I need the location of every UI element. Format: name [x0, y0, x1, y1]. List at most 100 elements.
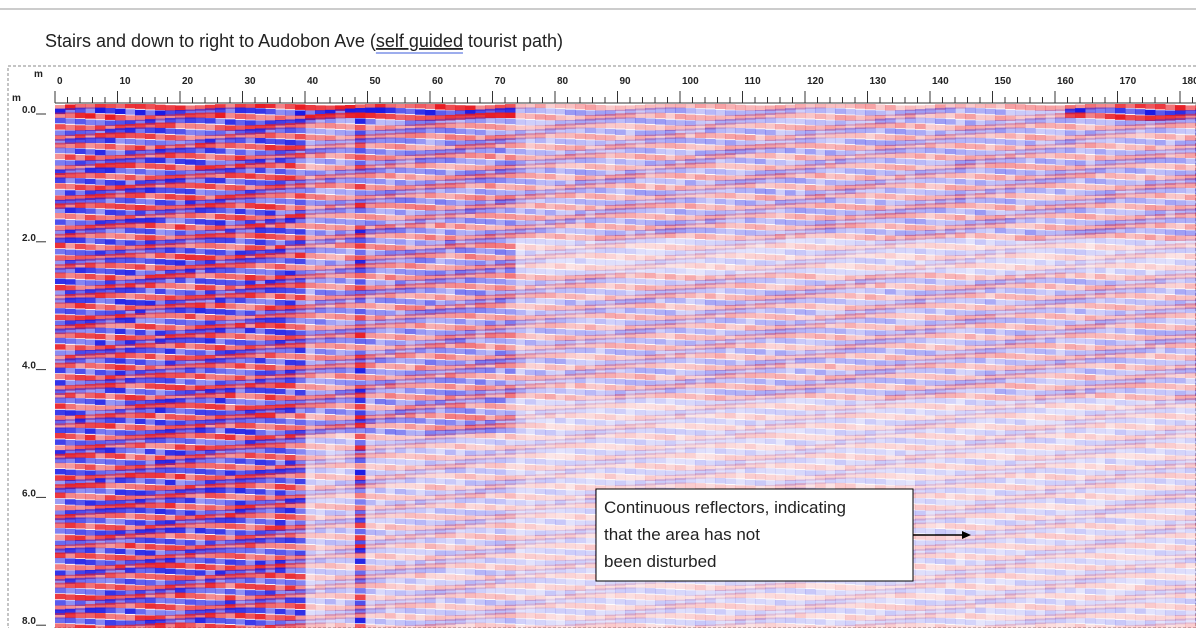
radar-cell	[775, 124, 786, 130]
radar-cell	[625, 113, 636, 119]
radar-cell	[1145, 294, 1156, 300]
radar-cell	[1035, 278, 1046, 284]
radar-cell	[785, 243, 796, 249]
radar-cell	[875, 248, 886, 254]
radar-cell	[225, 149, 236, 155]
radar-cell	[755, 284, 766, 290]
radar-cell	[205, 208, 216, 214]
radar-cell	[935, 119, 946, 125]
radar-cell	[335, 178, 346, 184]
radar-cell	[585, 128, 596, 134]
radar-cell	[205, 285, 216, 291]
radar-cell	[675, 209, 686, 215]
radar-cell	[785, 113, 796, 119]
radar-cell	[445, 223, 456, 229]
radar-cell	[1145, 175, 1156, 181]
radar-cell	[775, 285, 786, 291]
radar-cell	[375, 244, 386, 250]
radar-cell	[525, 168, 536, 174]
radar-cell	[905, 123, 916, 129]
radar-cell	[1075, 208, 1086, 214]
radar-cell	[245, 150, 256, 156]
radar-cell	[375, 274, 386, 280]
radar-cell	[1175, 289, 1186, 295]
radar-cell	[265, 204, 276, 210]
radar-cell	[245, 245, 256, 251]
radar-cell	[325, 225, 336, 231]
radar-cell	[665, 298, 676, 304]
radar-cell	[945, 310, 956, 316]
radar-cell	[715, 300, 726, 306]
radar-cell	[925, 238, 936, 244]
radar-cell	[1065, 124, 1076, 130]
radar-cell	[135, 133, 146, 139]
radar-cell	[145, 218, 156, 224]
radar-cell	[305, 170, 316, 176]
radar-cell	[285, 175, 296, 181]
radar-cell	[75, 143, 86, 149]
radar-cell	[1135, 133, 1146, 139]
radar-cell	[475, 178, 486, 184]
radar-cell	[555, 234, 566, 240]
radar-cell	[885, 188, 896, 194]
radar-cell	[855, 175, 866, 181]
radar-cell	[825, 198, 836, 204]
radar-cell	[935, 178, 946, 184]
radar-cell	[895, 308, 906, 314]
radar-cell	[125, 145, 136, 151]
radar-cell	[305, 188, 316, 194]
radar-cell	[1125, 305, 1136, 311]
radar-cell	[295, 128, 306, 133]
radar-cell	[945, 298, 956, 304]
radar-cell	[595, 128, 606, 134]
radar-cell	[575, 283, 586, 289]
radar-cell	[435, 163, 446, 169]
radar-cell	[115, 168, 126, 174]
radar-cell	[885, 230, 896, 236]
radar-cell	[65, 309, 76, 315]
radar-cell	[305, 289, 316, 295]
radar-cell	[875, 170, 886, 176]
radar-cell	[685, 245, 696, 251]
radar-cell	[965, 304, 976, 310]
radar-cell	[1085, 268, 1096, 274]
radar-cell	[615, 254, 626, 260]
radar-cell	[945, 268, 956, 274]
radar-cell	[845, 133, 856, 139]
radar-cell	[395, 228, 406, 234]
radar-cell	[795, 273, 806, 279]
radar-cell	[65, 125, 76, 131]
radar-cell	[1125, 210, 1136, 216]
radar-cell	[715, 158, 726, 164]
radar-cell	[995, 193, 1006, 199]
radar-cell	[255, 168, 266, 174]
radar-cell	[1155, 110, 1166, 116]
radar-cell	[195, 255, 206, 261]
radar-cell	[425, 283, 436, 289]
radar-cell	[625, 189, 636, 195]
radar-cell	[1165, 218, 1176, 224]
radar-cell	[425, 235, 436, 241]
radar-cell	[785, 160, 796, 166]
radar-cell	[1035, 224, 1046, 230]
radar-cell	[755, 230, 766, 236]
radar-cell	[985, 223, 996, 229]
radar-cell	[595, 230, 606, 236]
radar-cell	[1045, 118, 1056, 124]
radar-cell	[55, 238, 66, 244]
radar-cell	[155, 283, 166, 289]
radar-cell	[275, 270, 286, 276]
radar-cell	[155, 123, 166, 128]
radar-cell	[405, 174, 416, 180]
radar-cell	[315, 278, 326, 284]
radar-cell	[545, 299, 556, 305]
radar-cell	[1105, 293, 1116, 299]
radar-cell	[405, 145, 416, 151]
radar-cell	[395, 108, 406, 114]
radar-cell	[975, 263, 986, 269]
radar-cell	[1015, 193, 1026, 199]
radar-cell	[635, 249, 646, 255]
radar-cell	[185, 303, 196, 309]
radar-cell	[215, 243, 226, 249]
radar-cell	[85, 244, 96, 250]
